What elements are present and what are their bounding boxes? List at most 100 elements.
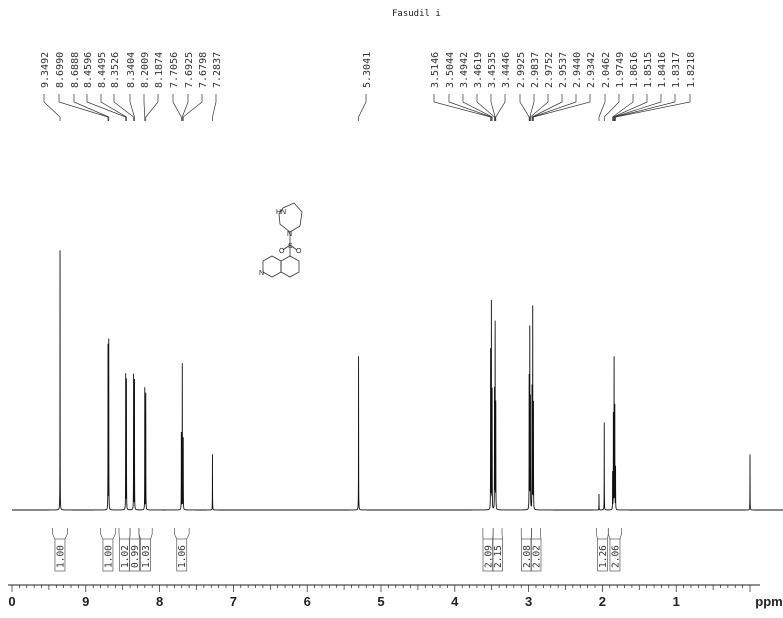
x-tick-label-3: 7 <box>230 594 237 609</box>
peak-label-3: 8.4596 <box>83 52 94 88</box>
integral-10: 1.26 <box>597 528 609 571</box>
x-tick-label-2: 8 <box>156 594 163 609</box>
peak-label-31: 1.8317 <box>671 52 682 88</box>
integral-value-5: 1.06 <box>177 545 188 568</box>
peak-connector-3 <box>87 94 126 121</box>
peak-connector-2 <box>74 94 109 121</box>
mol-atom-n-ring: N <box>259 270 264 277</box>
mol-atom-s: S <box>288 243 293 250</box>
peak-label-23: 2.9537 <box>558 52 569 88</box>
x-tick-label-8: 2 <box>599 594 606 609</box>
integral-5: 1.06 <box>174 528 189 571</box>
peak-connector-23 <box>532 94 562 121</box>
peak-label-26: 2.0462 <box>601 52 612 88</box>
benzo-ring <box>281 256 299 277</box>
integral-value-11: 2.06 <box>610 545 621 568</box>
integral-value-0: 1.00 <box>55 545 66 568</box>
peak-connector-14 <box>434 94 491 121</box>
peak-label-10: 7.6925 <box>184 52 195 88</box>
integral-1: 1.00 <box>101 528 116 571</box>
integral-value-9: 2.02 <box>531 545 542 568</box>
peak-label-6: 8.3404 <box>126 52 137 88</box>
integral-bracket-left-11 <box>608 528 610 539</box>
peak-connector-16 <box>463 94 492 121</box>
integral-0: 1.00 <box>53 528 68 571</box>
peak-label-11: 7.6798 <box>198 52 209 88</box>
x-tick-label-9: 1 <box>673 594 680 609</box>
integral-bracket-left-9 <box>531 528 532 539</box>
x-tick-label-1: 9 <box>82 594 89 609</box>
mol-atom-n: N <box>287 231 292 238</box>
peak-label-29: 1.8515 <box>643 52 654 88</box>
integral-4: 1.03 <box>139 528 152 571</box>
peak-label-27: 1.9749 <box>615 52 626 88</box>
peak-label-25: 2.9342 <box>586 52 597 88</box>
mol-atom-o-left: O <box>279 248 285 255</box>
integral-bracket-right-11 <box>620 528 622 539</box>
peak-label-4: 8.4495 <box>97 52 108 88</box>
molecule-structure: HN N O S O N <box>259 203 302 277</box>
peak-label-21: 2.9837 <box>530 52 541 88</box>
mol-atom-hn: HN <box>276 209 286 216</box>
integral-9: 2.02 <box>531 528 543 571</box>
peak-label-5: 8.3526 <box>110 52 121 88</box>
integral-7: 2.15 <box>493 528 505 571</box>
chart-title: Fasudil i <box>392 9 441 19</box>
peak-connector-9 <box>173 94 181 121</box>
peak-label-22: 2.9752 <box>544 52 555 88</box>
peak-label-28: 1.8616 <box>629 52 640 88</box>
integral-bracket-left-5 <box>174 528 176 539</box>
pyridine-ring <box>263 256 281 277</box>
peak-connector-29 <box>613 94 647 121</box>
peak-label-32: 1.8218 <box>686 52 697 88</box>
integral-value-3: 0.99 <box>130 545 141 568</box>
peak-connector-0 <box>44 94 60 121</box>
integral-value-4: 1.03 <box>141 545 152 568</box>
spectrum-trace <box>12 250 754 510</box>
integral-value-1: 1.00 <box>103 545 114 568</box>
peak-label-19: 3.4446 <box>501 52 512 88</box>
peak-label-2: 8.6888 <box>70 52 81 88</box>
integral-bracket-right-5 <box>187 528 189 539</box>
peak-label-18: 3.4535 <box>487 52 498 88</box>
integral-bracket-right-9 <box>540 528 541 539</box>
peak-label-7: 8.2009 <box>140 52 151 88</box>
peak-connector-5 <box>114 94 134 121</box>
peak-connector-8 <box>146 94 158 121</box>
integral-bracket-left-7 <box>493 528 494 539</box>
integral-11: 2.06 <box>608 528 621 571</box>
x-tick-label-6: 4 <box>451 594 459 609</box>
x-tick-label-0: 0 <box>8 594 15 609</box>
peak-label-24: 2.9440 <box>572 52 583 88</box>
integral-bracket-right-0 <box>65 528 67 539</box>
peak-connector-13 <box>359 94 366 121</box>
peak-label-13: 5.3041 <box>362 52 373 88</box>
integral-bracket-left-0 <box>53 528 55 539</box>
integral-value-10: 1.26 <box>598 545 609 568</box>
peak-label-15: 3.5044 <box>445 52 456 88</box>
peak-connector-12 <box>212 94 216 121</box>
peak-label-17: 3.4619 <box>473 52 484 88</box>
integral-bracket-right-1 <box>113 528 115 539</box>
x-axis-label: ppm <box>755 594 782 609</box>
peak-label-9: 7.7056 <box>169 52 180 88</box>
diazepane-ring <box>279 203 302 232</box>
mol-atom-o-right: O <box>296 248 302 255</box>
peak-label-16: 3.4942 <box>459 52 470 88</box>
peak-label-20: 2.9925 <box>516 52 527 88</box>
peak-label-14: 3.5146 <box>430 52 441 88</box>
integral-bracket-left-10 <box>597 528 598 539</box>
integral-bracket-right-7 <box>502 528 503 539</box>
integral-bracket-left-1 <box>101 528 103 539</box>
integral-bracket-right-4 <box>151 528 153 539</box>
x-tick-label-4: 6 <box>304 594 311 609</box>
x-tick-label-5: 5 <box>377 594 384 609</box>
peak-connector-19 <box>496 94 505 121</box>
peak-label-12: 7.2837 <box>212 52 223 88</box>
integral-value-7: 2.15 <box>493 545 504 568</box>
